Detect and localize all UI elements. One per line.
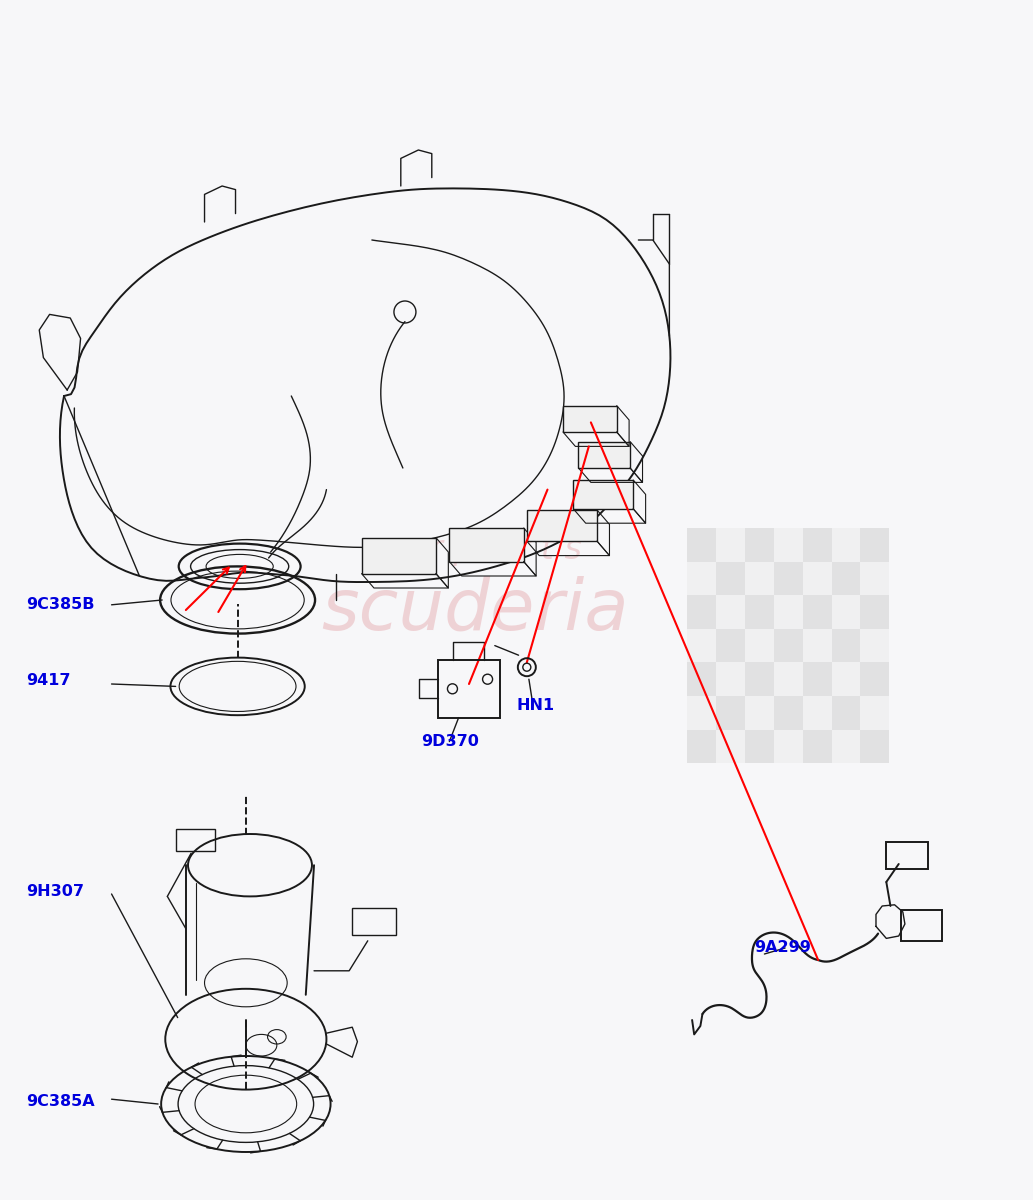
Bar — [687, 629, 716, 662]
Bar — [745, 595, 774, 629]
Bar — [860, 662, 889, 696]
Bar — [803, 696, 832, 730]
Bar — [352, 908, 396, 935]
Bar — [774, 562, 803, 595]
Text: scuderia: scuderia — [321, 575, 629, 644]
Text: 9D370: 9D370 — [421, 734, 479, 749]
Text: 9A299: 9A299 — [754, 941, 811, 955]
Bar — [803, 730, 832, 763]
Bar — [745, 662, 774, 696]
Bar — [578, 442, 630, 468]
Bar — [362, 538, 436, 574]
Bar — [716, 562, 745, 595]
Text: c a r p a r t s: c a r p a r t s — [369, 533, 582, 566]
Bar — [527, 510, 597, 541]
Bar — [716, 730, 745, 763]
Text: 9H307: 9H307 — [26, 884, 84, 899]
Bar — [687, 730, 716, 763]
Bar — [716, 629, 745, 662]
Bar — [745, 562, 774, 595]
Bar — [774, 662, 803, 696]
Bar — [901, 910, 942, 941]
Bar — [716, 595, 745, 629]
Bar — [716, 696, 745, 730]
Bar — [438, 660, 500, 718]
Text: 9C385A: 9C385A — [26, 1094, 94, 1109]
Bar — [860, 696, 889, 730]
Bar — [832, 562, 860, 595]
Bar — [832, 595, 860, 629]
Bar — [832, 696, 860, 730]
Bar — [803, 562, 832, 595]
Bar — [573, 480, 633, 509]
Bar — [803, 528, 832, 562]
Bar — [716, 528, 745, 562]
Bar — [803, 662, 832, 696]
Bar — [687, 696, 716, 730]
Bar — [832, 730, 860, 763]
Bar — [745, 696, 774, 730]
Bar — [745, 528, 774, 562]
Bar — [687, 662, 716, 696]
Text: 9417: 9417 — [26, 673, 70, 688]
Bar — [745, 629, 774, 662]
Bar — [176, 829, 215, 851]
Bar — [860, 528, 889, 562]
Bar — [832, 629, 860, 662]
Text: HN1: HN1 — [516, 698, 555, 713]
Bar — [774, 629, 803, 662]
Bar — [716, 662, 745, 696]
Bar — [832, 662, 860, 696]
Bar — [774, 730, 803, 763]
Bar — [832, 528, 860, 562]
Bar — [687, 528, 716, 562]
Bar — [774, 696, 803, 730]
Bar — [860, 595, 889, 629]
Bar — [803, 629, 832, 662]
Bar — [774, 528, 803, 562]
Text: 9C385B: 9C385B — [26, 598, 94, 612]
Bar — [449, 528, 524, 562]
Bar — [860, 562, 889, 595]
Bar — [687, 562, 716, 595]
Bar — [745, 730, 774, 763]
Bar — [563, 406, 617, 432]
Bar — [860, 730, 889, 763]
Bar — [803, 595, 832, 629]
Bar — [886, 842, 928, 869]
Bar — [774, 595, 803, 629]
Bar — [860, 629, 889, 662]
Bar — [687, 595, 716, 629]
